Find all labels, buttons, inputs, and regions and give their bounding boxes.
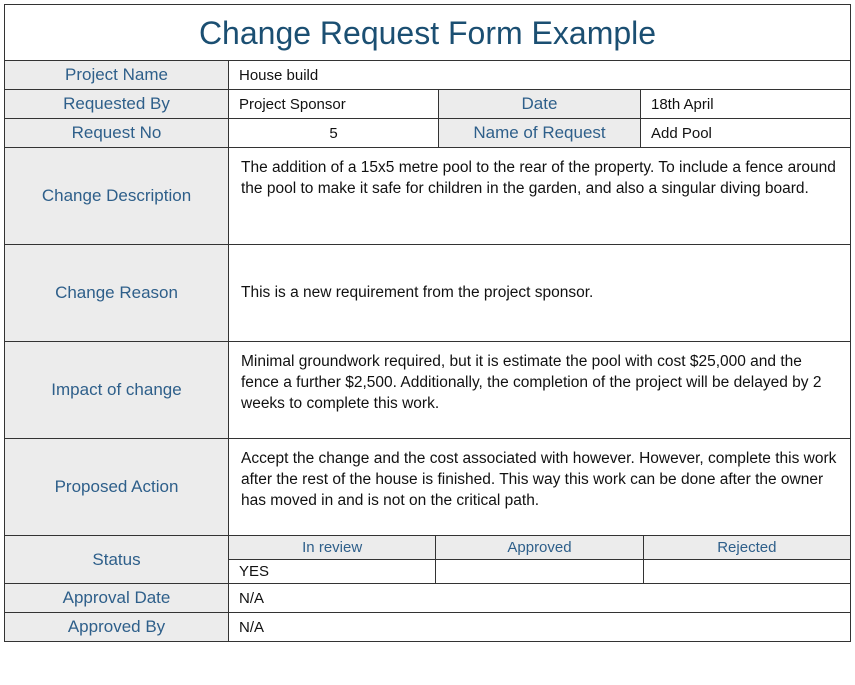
value-approved-by: N/A [229, 613, 850, 641]
value-change-description: The addition of a 15x5 metre pool to the… [229, 148, 850, 244]
row-approved-by: Approved By N/A [5, 613, 850, 641]
status-header-rejected: Rejected [644, 536, 850, 559]
status-value-in-review: YES [229, 560, 436, 583]
label-approved-by: Approved By [5, 613, 229, 641]
label-change-description: Change Description [5, 148, 229, 244]
label-date: Date [439, 90, 641, 118]
value-change-reason: This is a new requirement from the proje… [229, 245, 850, 341]
value-date: 18th April [641, 90, 850, 118]
status-header-in-review: In review [229, 536, 436, 559]
value-project-name: House build [229, 61, 850, 89]
label-impact-of-change: Impact of change [5, 342, 229, 438]
value-approval-date: N/A [229, 584, 850, 612]
value-impact-of-change: Minimal groundwork required, but it is e… [229, 342, 850, 438]
status-value-rejected [644, 560, 850, 583]
status-header-approved: Approved [436, 536, 643, 559]
label-proposed-action: Proposed Action [5, 439, 229, 535]
status-value-approved [436, 560, 643, 583]
label-requested-by: Requested By [5, 90, 229, 118]
change-request-form: Change Request Form Example Project Name… [4, 4, 851, 642]
label-status: Status [5, 536, 229, 583]
value-request-no: 5 [229, 119, 439, 147]
row-proposed-action: Proposed Action Accept the change and th… [5, 439, 850, 536]
row-approval-date: Approval Date N/A [5, 584, 850, 613]
status-value-row: YES [229, 560, 850, 583]
value-proposed-action: Accept the change and the cost associate… [229, 439, 850, 535]
label-project-name: Project Name [5, 61, 229, 89]
row-impact-of-change: Impact of change Minimal groundwork requ… [5, 342, 850, 439]
value-name-of-request: Add Pool [641, 119, 850, 147]
value-requested-by: Project Sponsor [229, 90, 439, 118]
label-request-no: Request No [5, 119, 229, 147]
row-change-description: Change Description The addition of a 15x… [5, 148, 850, 245]
status-header-row: In review Approved Rejected [229, 536, 850, 560]
row-status: Status In review Approved Rejected YES [5, 536, 850, 584]
row-requested-by: Requested By Project Sponsor Date 18th A… [5, 90, 850, 119]
row-request-no: Request No 5 Name of Request Add Pool [5, 119, 850, 148]
label-name-of-request: Name of Request [439, 119, 641, 147]
form-title: Change Request Form Example [5, 5, 850, 61]
label-approval-date: Approval Date [5, 584, 229, 612]
row-change-reason: Change Reason This is a new requirement … [5, 245, 850, 342]
label-change-reason: Change Reason [5, 245, 229, 341]
row-project-name: Project Name House build [5, 61, 850, 90]
status-block: In review Approved Rejected YES [229, 536, 850, 583]
